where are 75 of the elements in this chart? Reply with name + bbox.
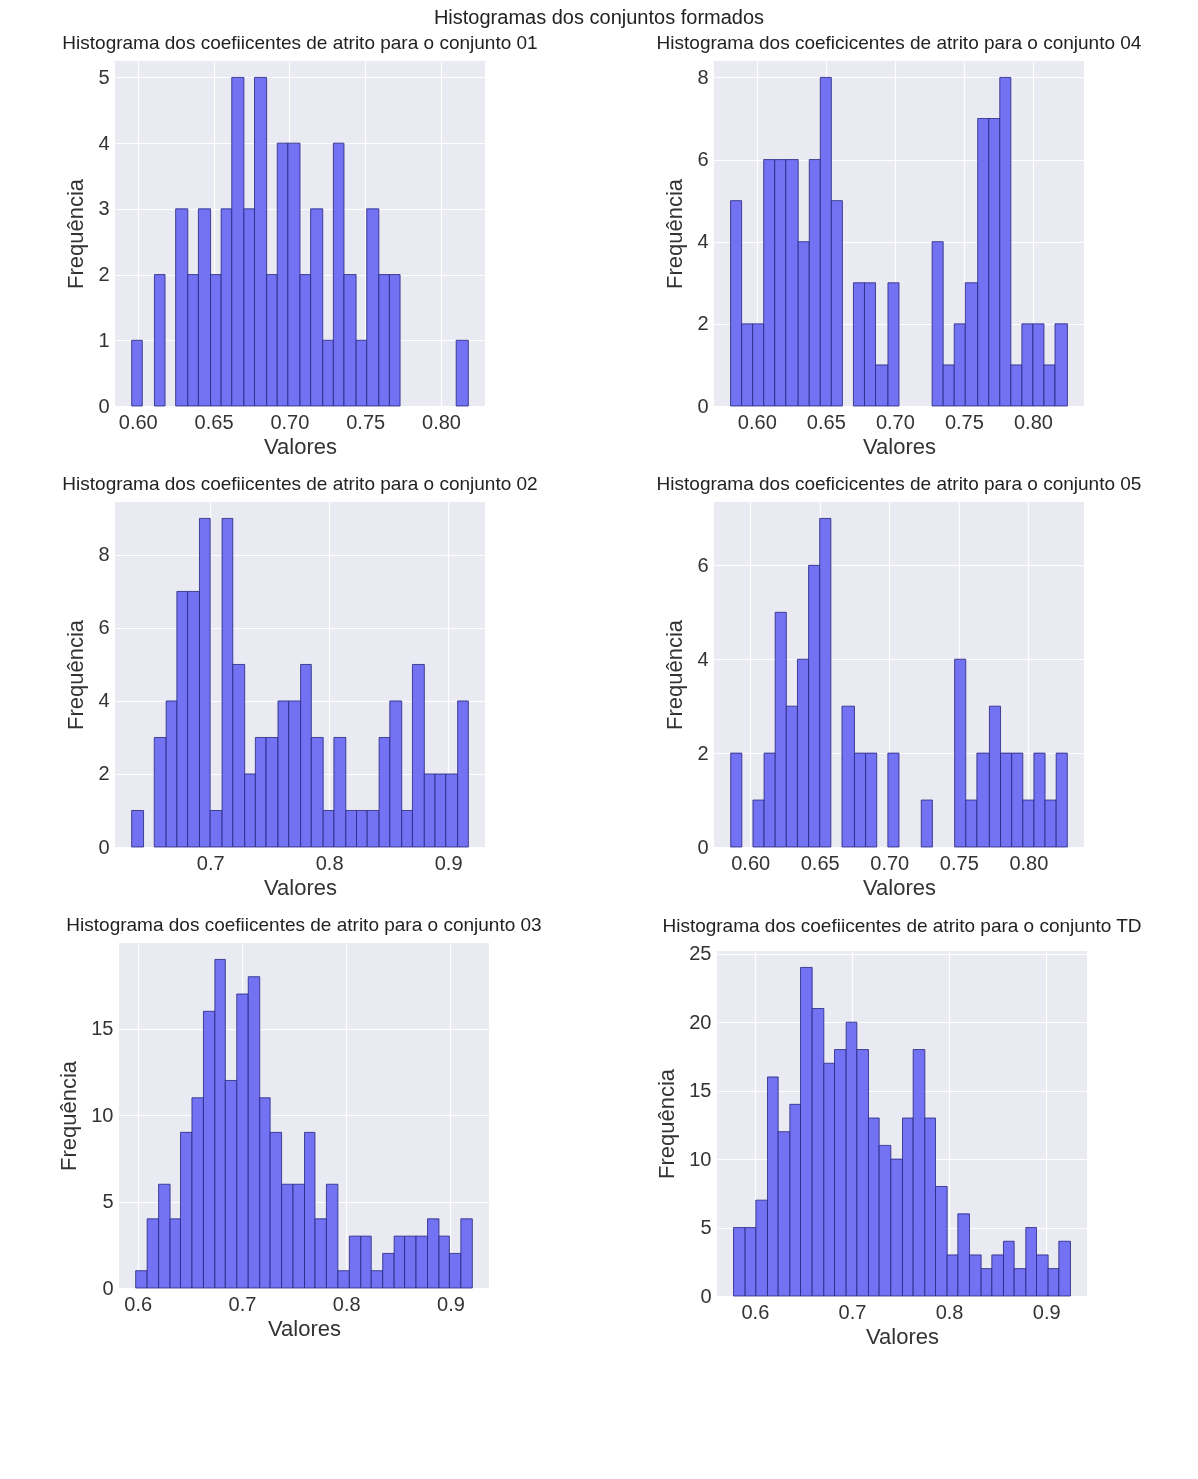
x-tick-label: 0.80 — [1013, 410, 1053, 433]
y-tick-label: 4 — [696, 647, 708, 670]
y-tick-label: 0 — [102, 1276, 114, 1299]
x-tick-label: 0.60 — [730, 851, 770, 874]
x-axis-title: Valores — [268, 1315, 341, 1341]
x-tick-label: 0.7 — [196, 851, 225, 874]
chart-title: Histograma dos coefiicentes de atrito para o conjunto 02 — [61, 473, 538, 494]
y-tick-label: 4 — [97, 689, 109, 712]
x-tick-label: 0.7 — [228, 1292, 257, 1315]
text: Histogramas dos conjuntos formados — [432, 6, 766, 29]
x-axis-title: Valores — [862, 433, 936, 459]
chart-title: Histograma dos coefiicentes de atrito para o conjunto 03 — [66, 914, 542, 935]
y-tick-label: 6 — [696, 148, 708, 171]
y-tick-label: 5 — [700, 1216, 712, 1239]
x-tick-label: 0.65 — [800, 851, 840, 874]
x-axis-title: Valores — [862, 874, 936, 900]
y-tick-label: 2 — [696, 741, 708, 764]
x-tick-label: 0.65 — [806, 410, 846, 433]
x-tick-label: 0.9 — [437, 1292, 465, 1315]
chart-title: Histograma dos coefiicentes de atrito para o conjunto 01 — [61, 32, 538, 53]
x-tick-label: 0.6 — [124, 1292, 153, 1315]
y-tick-label: 25 — [689, 942, 712, 965]
y-tick-label: 5 — [102, 1190, 114, 1213]
x-tick-label: 0.9 — [434, 851, 463, 874]
y-tick-label: 0 — [696, 835, 708, 858]
x-axis-title: Valores — [866, 1323, 939, 1349]
x-tick-label: 0.8 — [315, 851, 344, 874]
x-tick-label: 0.8 — [332, 1292, 361, 1315]
y-tick-label: 1 — [97, 328, 109, 351]
y-tick-label: 4 — [97, 131, 109, 154]
y-axis-title: Frequência — [661, 619, 687, 731]
y-tick-label: 0 — [700, 1284, 712, 1307]
x-axis-title: Valores — [263, 433, 337, 459]
x-tick-label: 0.80 — [421, 410, 461, 433]
x-tick-label: 0.6 — [741, 1300, 770, 1323]
x-axis-title: Valores — [263, 874, 337, 900]
y-tick-label: 6 — [696, 553, 708, 576]
x-tick-label: 0.70 — [875, 410, 915, 433]
y-tick-label: 8 — [97, 543, 109, 566]
x-tick-label: 0.75 — [939, 851, 979, 874]
y-tick-label: 2 — [97, 762, 109, 785]
y-tick-label: 4 — [696, 230, 708, 253]
x-tick-label: 0.60 — [118, 410, 158, 433]
y-tick-label: 15 — [689, 1079, 712, 1102]
y-tick-label: 0 — [97, 394, 109, 417]
y-tick-label: 3 — [97, 197, 109, 220]
y-tick-label: 5 — [97, 65, 109, 88]
y-axis-title: Frequência — [654, 1068, 680, 1180]
y-tick-label: 10 — [689, 1147, 712, 1170]
x-tick-label: 0.9 — [1032, 1300, 1061, 1323]
x-tick-label: 0.7 — [838, 1300, 867, 1323]
chart-title: Histograma dos coefiicentes de atrito para o conjunto TD — [662, 914, 1142, 936]
y-tick-label: 20 — [689, 1010, 712, 1033]
chart-title: Histograma dos coeficicentes de atrito para o conjunto 05 — [656, 473, 1141, 494]
x-tick-label: 0.65 — [194, 410, 234, 433]
y-axis-title: Frequência — [62, 178, 88, 290]
y-tick-label: 2 — [97, 263, 109, 286]
x-tick-label: 0.70 — [269, 410, 309, 433]
x-tick-label: 0.75 — [944, 410, 984, 433]
y-axis-title: Frequência — [661, 178, 687, 290]
x-tick-label: 0.70 — [869, 851, 909, 874]
y-tick-label: 10 — [91, 1103, 114, 1126]
x-tick-label: 0.8 — [935, 1300, 964, 1323]
y-tick-label: 2 — [696, 312, 708, 335]
x-tick-label: 0.60 — [737, 410, 777, 433]
chart-title: Histograma dos coeficicentes de atrito para o conjunto 04 — [656, 32, 1142, 53]
x-tick-label: 0.75 — [345, 410, 385, 433]
y-axis-title: Frequência — [56, 1060, 82, 1172]
x-tick-label: 0.80 — [1008, 851, 1048, 874]
y-tick-label: 0 — [97, 835, 109, 858]
y-tick-label: 8 — [696, 65, 708, 88]
y-tick-label: 6 — [97, 616, 109, 639]
y-tick-label: 15 — [91, 1017, 114, 1040]
y-axis-title: Frequência — [62, 619, 88, 731]
y-tick-label: 0 — [696, 394, 708, 417]
